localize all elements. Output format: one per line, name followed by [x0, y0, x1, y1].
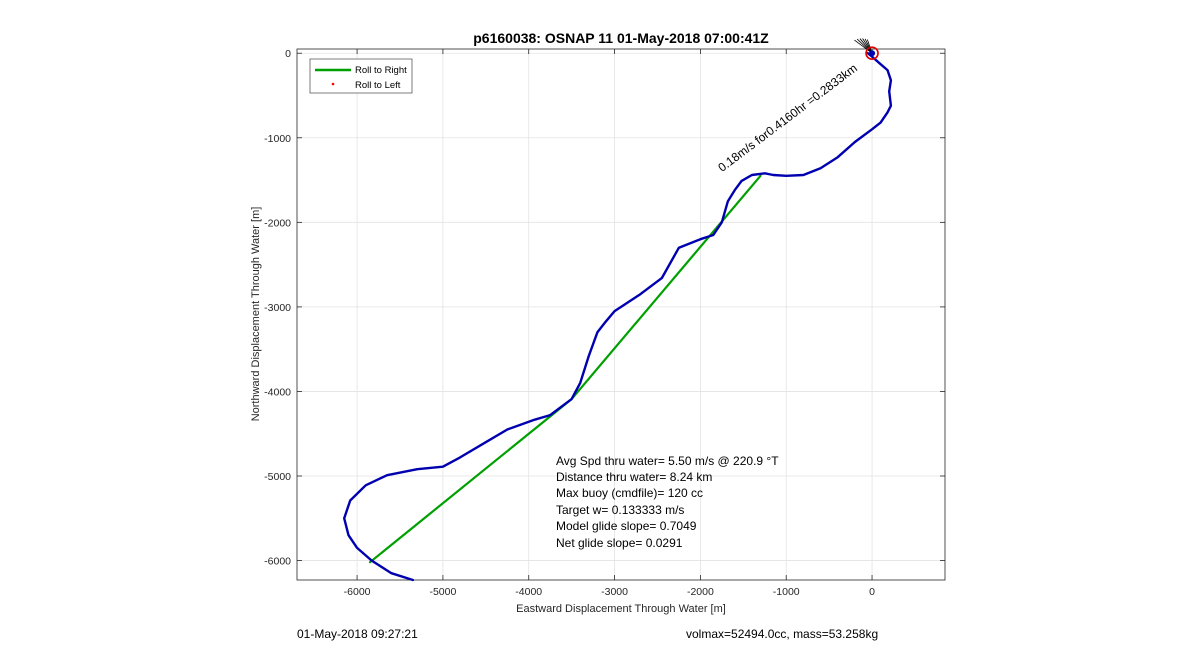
stat-avg-speed: Avg Spd thru water= 5.50 m/s @ 220.9 °T: [556, 454, 779, 468]
x-tick-label: -3000: [601, 586, 628, 598]
y-tick-label: 0: [285, 48, 291, 60]
stat-max-buoy: Max buoy (cmdfile)= 120 cc: [556, 486, 703, 500]
footer-timestamp: 01-May-2018 09:27:21: [297, 627, 418, 641]
x-axis-label: Eastward Displacement Through Water [m]: [516, 603, 726, 615]
segment-vector: [856, 38, 873, 54]
stat-distance: Distance thru water= 8.24 km: [556, 470, 712, 484]
legend-box: [309, 58, 413, 94]
track-line: [343, 52, 893, 582]
x-axis-ticks: -6000 -5000 -4000 -3000 -2000 -1000 0: [344, 49, 875, 598]
stat-target-w: Target w= 0.133333 m/s: [556, 503, 684, 517]
stats-annotation: Avg Spd thru water= 5.50 m/s @ 220.9 °T …: [556, 454, 779, 550]
legend-swatch-roll-left: [331, 82, 335, 86]
y-axis-label: Northward Displacement Through Water [m]: [250, 207, 262, 422]
stat-net-glide-slope: Net glide slope= 0.0291: [556, 536, 683, 550]
y-tick-label: -3000: [264, 302, 291, 314]
segment-vector: [854, 39, 873, 54]
start-point: [869, 50, 876, 57]
y-tick-label: -6000: [264, 556, 291, 568]
y-tick-label: -2000: [264, 217, 291, 229]
y-axis-ticks: 0 -1000 -2000 -3000 -4000 -5000 -6000: [264, 48, 945, 568]
footer-volmax-mass: volmax=52494.0cc, mass=53.258kg: [686, 627, 878, 641]
legend-entry-roll-left: Roll to Left: [355, 80, 401, 91]
y-tick-label: -1000: [264, 133, 291, 145]
legend: Roll to Right Roll to Left: [309, 58, 413, 94]
chart-title: p6160038: OSNAP 11 01-May-2018 07:00:41Z: [473, 30, 769, 46]
x-tick-label: -4000: [515, 586, 542, 598]
x-tick-label: -2000: [687, 586, 714, 598]
x-tick-label: -6000: [344, 586, 371, 598]
stat-model-glide-slope: Model glide slope= 0.7049: [556, 519, 697, 533]
x-tick-label: -1000: [773, 586, 800, 598]
legend-entry-roll-right: Roll to Right: [355, 65, 407, 76]
data-series: [343, 52, 893, 582]
x-tick-label: -5000: [429, 586, 456, 598]
start-markers: [854, 38, 879, 61]
x-tick-label: 0: [869, 586, 875, 598]
plot-area-frame: [296, 48, 946, 581]
start-marker-circle: [865, 46, 879, 61]
grid-lines: [297, 49, 945, 580]
y-tick-label: -4000: [264, 386, 291, 398]
y-tick-label: -5000: [264, 471, 291, 483]
